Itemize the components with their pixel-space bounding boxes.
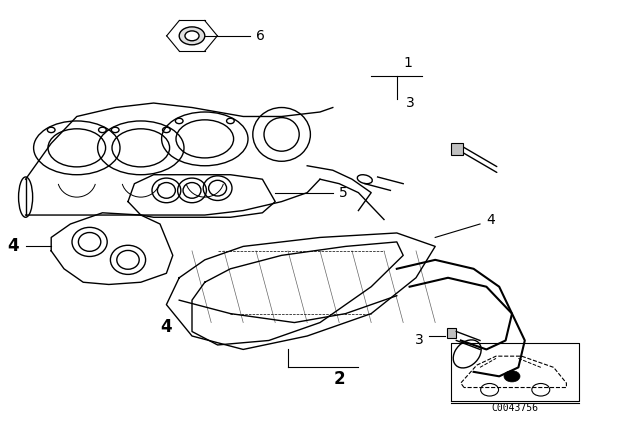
Text: 3: 3: [415, 333, 424, 348]
Text: 1: 1: [403, 56, 412, 70]
Text: 4: 4: [161, 318, 172, 336]
Text: 5: 5: [339, 185, 348, 200]
Ellipse shape: [179, 27, 205, 45]
Ellipse shape: [47, 127, 55, 133]
Ellipse shape: [185, 31, 199, 41]
FancyArrowPatch shape: [463, 147, 497, 167]
Ellipse shape: [175, 118, 183, 124]
Text: 4: 4: [486, 212, 495, 227]
Ellipse shape: [111, 127, 119, 133]
FancyBboxPatch shape: [447, 328, 456, 338]
Text: C0043756: C0043756: [492, 403, 539, 413]
Text: 6: 6: [256, 29, 265, 43]
Text: 2: 2: [333, 370, 345, 388]
Ellipse shape: [227, 118, 234, 124]
Ellipse shape: [504, 371, 520, 382]
FancyArrowPatch shape: [463, 153, 497, 172]
Text: 4: 4: [7, 237, 19, 255]
Ellipse shape: [163, 127, 170, 133]
FancyBboxPatch shape: [451, 143, 463, 155]
Text: 3: 3: [406, 96, 415, 110]
Ellipse shape: [99, 127, 106, 133]
